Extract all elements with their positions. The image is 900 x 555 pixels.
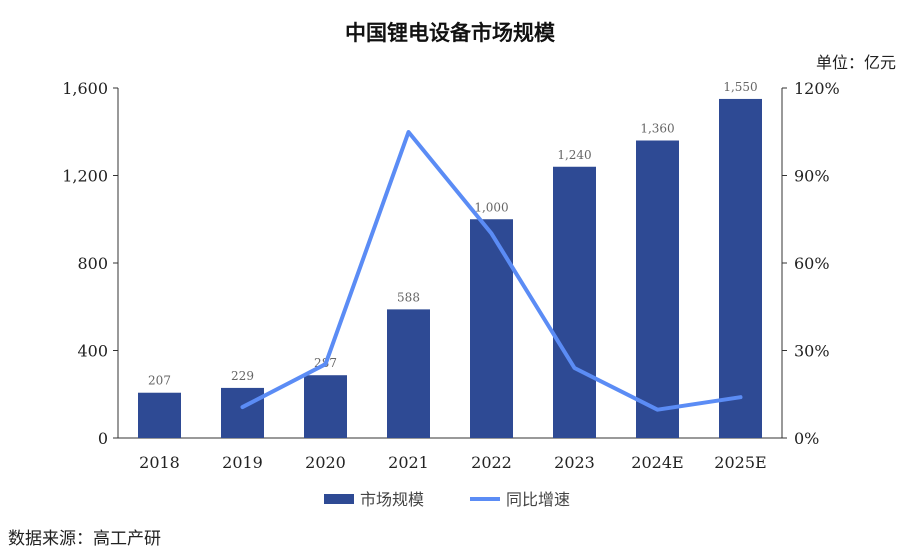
right-tick-label: 0% [794, 429, 819, 448]
left-axis-ticks: 0 400 800 1,200 1,600 [62, 79, 118, 448]
left-tick-label: 0 [98, 429, 108, 448]
x-tick-label: 2024E [631, 453, 683, 472]
bar [138, 392, 181, 438]
right-tick-label: 120% [794, 79, 840, 98]
left-tick-label: 1,600 [62, 79, 108, 98]
bar [387, 309, 430, 438]
bar [304, 375, 347, 438]
x-tick-label: 2018 [139, 453, 180, 472]
x-tick-label: 2019 [222, 453, 263, 472]
x-tick-label: 2023 [554, 453, 595, 472]
source-note: 数据来源：高工产研 [8, 529, 161, 549]
bar-data-label: 229 [231, 369, 254, 383]
right-tick-label: 90% [794, 167, 830, 186]
right-tick-label: 30% [794, 342, 830, 361]
bar [719, 98, 762, 438]
x-tick-label: 2025E [714, 453, 766, 472]
bar [553, 166, 596, 438]
bar-data-label: 588 [397, 290, 420, 304]
bar-data-label: 1,360 [640, 122, 674, 136]
right-axis-ticks: 0% 30% 60% 90% 120% [782, 79, 840, 448]
left-tick-label: 400 [77, 342, 108, 361]
line-series [240, 130, 743, 412]
left-tick-label: 800 [77, 254, 108, 273]
bar-data-label: 207 [148, 374, 171, 388]
unit-label: 单位：亿元 [816, 53, 896, 72]
legend-line-label: 同比增速 [506, 490, 570, 509]
bar [470, 219, 513, 438]
bar-data-label: 1,000 [474, 200, 508, 214]
x-tick-label: 2021 [388, 453, 429, 472]
x-tick-label: 2020 [305, 453, 346, 472]
bar-series [138, 98, 762, 438]
x-axis-ticks: 2018 2019 2020 2021 2022 2023 2024E 2025E [139, 453, 767, 472]
left-tick-label: 1,200 [62, 167, 108, 186]
chart-title: 中国锂电设备市场规模 [345, 21, 556, 45]
bar-data-label: 1,550 [723, 80, 757, 94]
legend-bar-label: 市场规模 [360, 490, 424, 509]
right-tick-label: 60% [794, 254, 830, 273]
x-tick-label: 2022 [471, 453, 512, 472]
bar [221, 387, 264, 438]
bar [636, 140, 679, 438]
legend-bar-swatch [324, 494, 354, 504]
bar-data-label: 1,240 [557, 148, 591, 162]
legend: 市场规模 同比增速 [324, 490, 570, 509]
